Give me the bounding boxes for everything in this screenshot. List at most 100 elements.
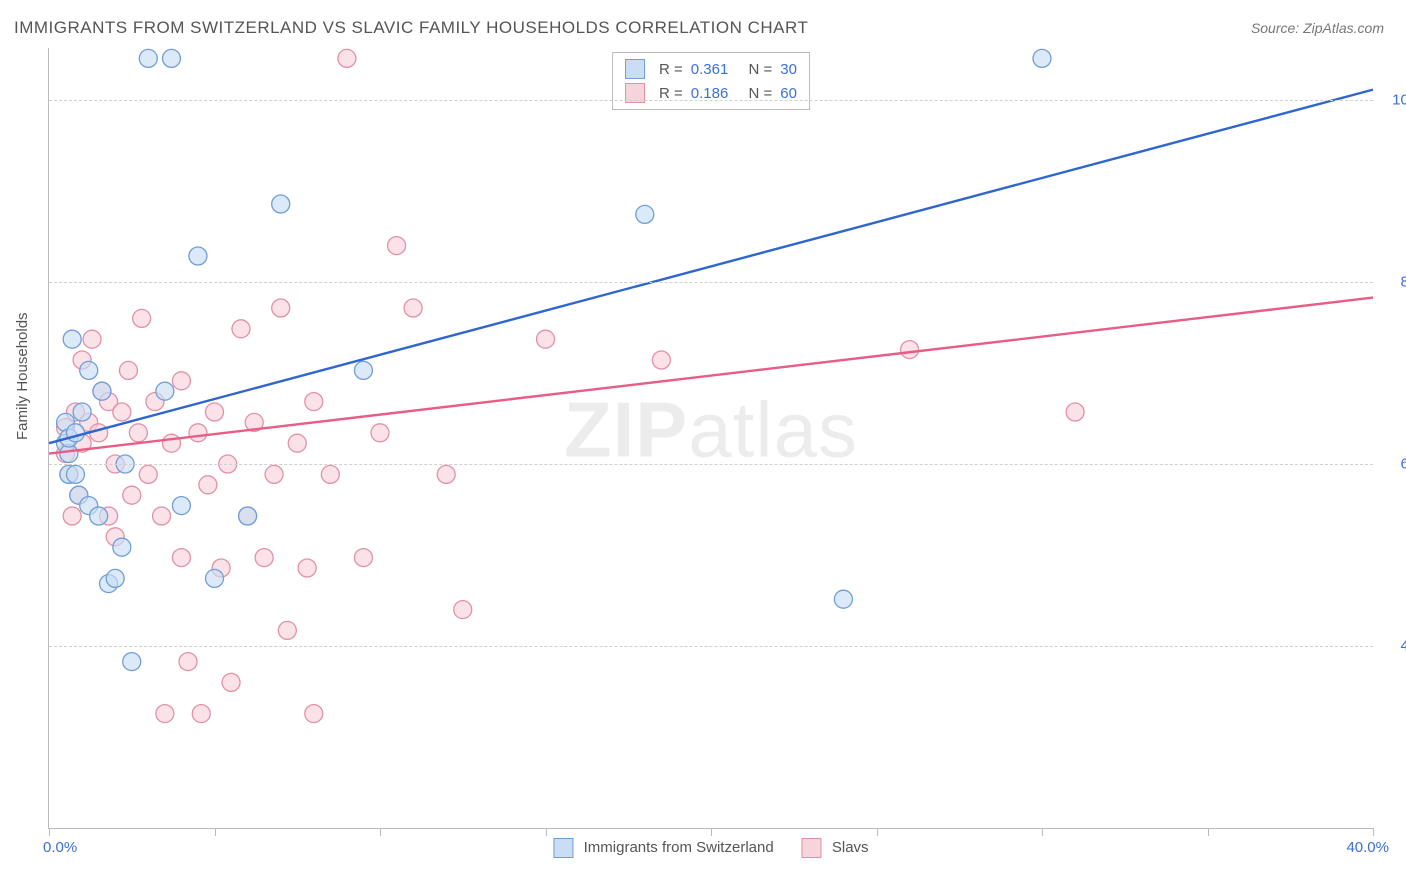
x-tick xyxy=(49,828,50,836)
scatter-point xyxy=(66,465,84,483)
scatter-point xyxy=(189,424,207,442)
n-label: N = xyxy=(749,85,773,102)
scatter-point xyxy=(66,424,84,442)
scatter-point xyxy=(437,465,455,483)
gridline xyxy=(49,646,1373,647)
scatter-point xyxy=(354,549,372,567)
scatter-point xyxy=(232,320,250,338)
scatter-point xyxy=(206,403,224,421)
scatter-point xyxy=(278,621,296,639)
y-tick-label: 65.0% xyxy=(1383,456,1406,473)
scatter-point xyxy=(537,330,555,348)
scatter-point xyxy=(63,507,81,525)
scatter-point xyxy=(338,49,356,67)
regression-line xyxy=(49,298,1373,454)
scatter-point xyxy=(179,653,197,671)
x-tick xyxy=(1208,828,1209,836)
scatter-point xyxy=(73,403,91,421)
scatter-point xyxy=(901,341,919,359)
swatch-series1-icon xyxy=(625,59,645,79)
scatter-point xyxy=(222,673,240,691)
r-label: R = xyxy=(659,61,683,78)
scatter-point xyxy=(1066,403,1084,421)
scatter-point xyxy=(288,434,306,452)
scatter-point xyxy=(63,330,81,348)
swatch-series2b-icon xyxy=(802,838,822,858)
scatter-svg xyxy=(49,48,1373,828)
scatter-point xyxy=(272,195,290,213)
scatter-point xyxy=(305,705,323,723)
scatter-point xyxy=(305,393,323,411)
scatter-point xyxy=(652,351,670,369)
legend-item-2: Slavs xyxy=(802,838,869,858)
r-value-1: 0.361 xyxy=(691,61,729,78)
scatter-point xyxy=(113,403,131,421)
legend-item-1: Immigrants from Switzerland xyxy=(553,838,773,858)
legend-label-2: Slavs xyxy=(832,839,869,856)
scatter-point xyxy=(83,330,101,348)
scatter-point xyxy=(133,309,151,327)
scatter-point xyxy=(388,237,406,255)
n-value-1: 30 xyxy=(780,61,797,78)
swatch-series1b-icon xyxy=(553,838,573,858)
gridline xyxy=(49,100,1373,101)
chart-title: IMMIGRANTS FROM SWITZERLAND VS SLAVIC FA… xyxy=(14,18,808,38)
y-tick-label: 82.5% xyxy=(1383,274,1406,291)
scatter-point xyxy=(153,507,171,525)
series-legend: Immigrants from Switzerland Slavs xyxy=(553,838,868,858)
scatter-point xyxy=(321,465,339,483)
scatter-point xyxy=(156,705,174,723)
scatter-point xyxy=(113,538,131,556)
n-value-2: 60 xyxy=(780,85,797,102)
scatter-point xyxy=(239,507,257,525)
x-min-label: 0.0% xyxy=(43,839,77,856)
legend-label-1: Immigrants from Switzerland xyxy=(584,839,774,856)
scatter-point xyxy=(80,361,98,379)
gridline xyxy=(49,282,1373,283)
x-tick xyxy=(380,828,381,836)
scatter-point xyxy=(298,559,316,577)
scatter-point xyxy=(172,372,190,390)
x-tick xyxy=(711,828,712,836)
y-axis-label: Family Households xyxy=(14,312,31,440)
scatter-point xyxy=(139,49,157,67)
scatter-point xyxy=(255,549,273,567)
source-credit: Source: ZipAtlas.com xyxy=(1251,20,1384,36)
legend-row-2: R = 0.186 N = 60 xyxy=(625,81,797,105)
scatter-point xyxy=(172,549,190,567)
scatter-point xyxy=(139,465,157,483)
x-tick xyxy=(546,828,547,836)
scatter-point xyxy=(172,497,190,515)
x-max-label: 40.0% xyxy=(1346,839,1389,856)
scatter-point xyxy=(265,465,283,483)
scatter-point xyxy=(834,590,852,608)
scatter-point xyxy=(93,382,111,400)
x-tick xyxy=(215,828,216,836)
x-tick xyxy=(1373,828,1374,836)
scatter-point xyxy=(123,653,141,671)
scatter-point xyxy=(123,486,141,504)
plot-area: ZIPatlas R = 0.361 N = 30 R = 0.186 N = … xyxy=(48,48,1373,829)
scatter-point xyxy=(90,507,108,525)
scatter-point xyxy=(1033,49,1051,67)
r-label: R = xyxy=(659,85,683,102)
scatter-point xyxy=(272,299,290,317)
scatter-point xyxy=(189,247,207,265)
x-tick xyxy=(877,828,878,836)
scatter-point xyxy=(454,601,472,619)
scatter-point xyxy=(199,476,217,494)
scatter-point xyxy=(162,49,180,67)
y-tick-label: 47.5% xyxy=(1383,638,1406,655)
n-label: N = xyxy=(749,61,773,78)
regression-line xyxy=(49,90,1373,444)
gridline xyxy=(49,464,1373,465)
scatter-point xyxy=(636,205,654,223)
scatter-point xyxy=(371,424,389,442)
scatter-point xyxy=(129,424,147,442)
r-value-2: 0.186 xyxy=(691,85,729,102)
legend-row-1: R = 0.361 N = 30 xyxy=(625,57,797,81)
correlation-legend: R = 0.361 N = 30 R = 0.186 N = 60 xyxy=(612,52,810,110)
y-tick-label: 100.0% xyxy=(1383,92,1406,109)
scatter-point xyxy=(354,361,372,379)
x-tick xyxy=(1042,828,1043,836)
